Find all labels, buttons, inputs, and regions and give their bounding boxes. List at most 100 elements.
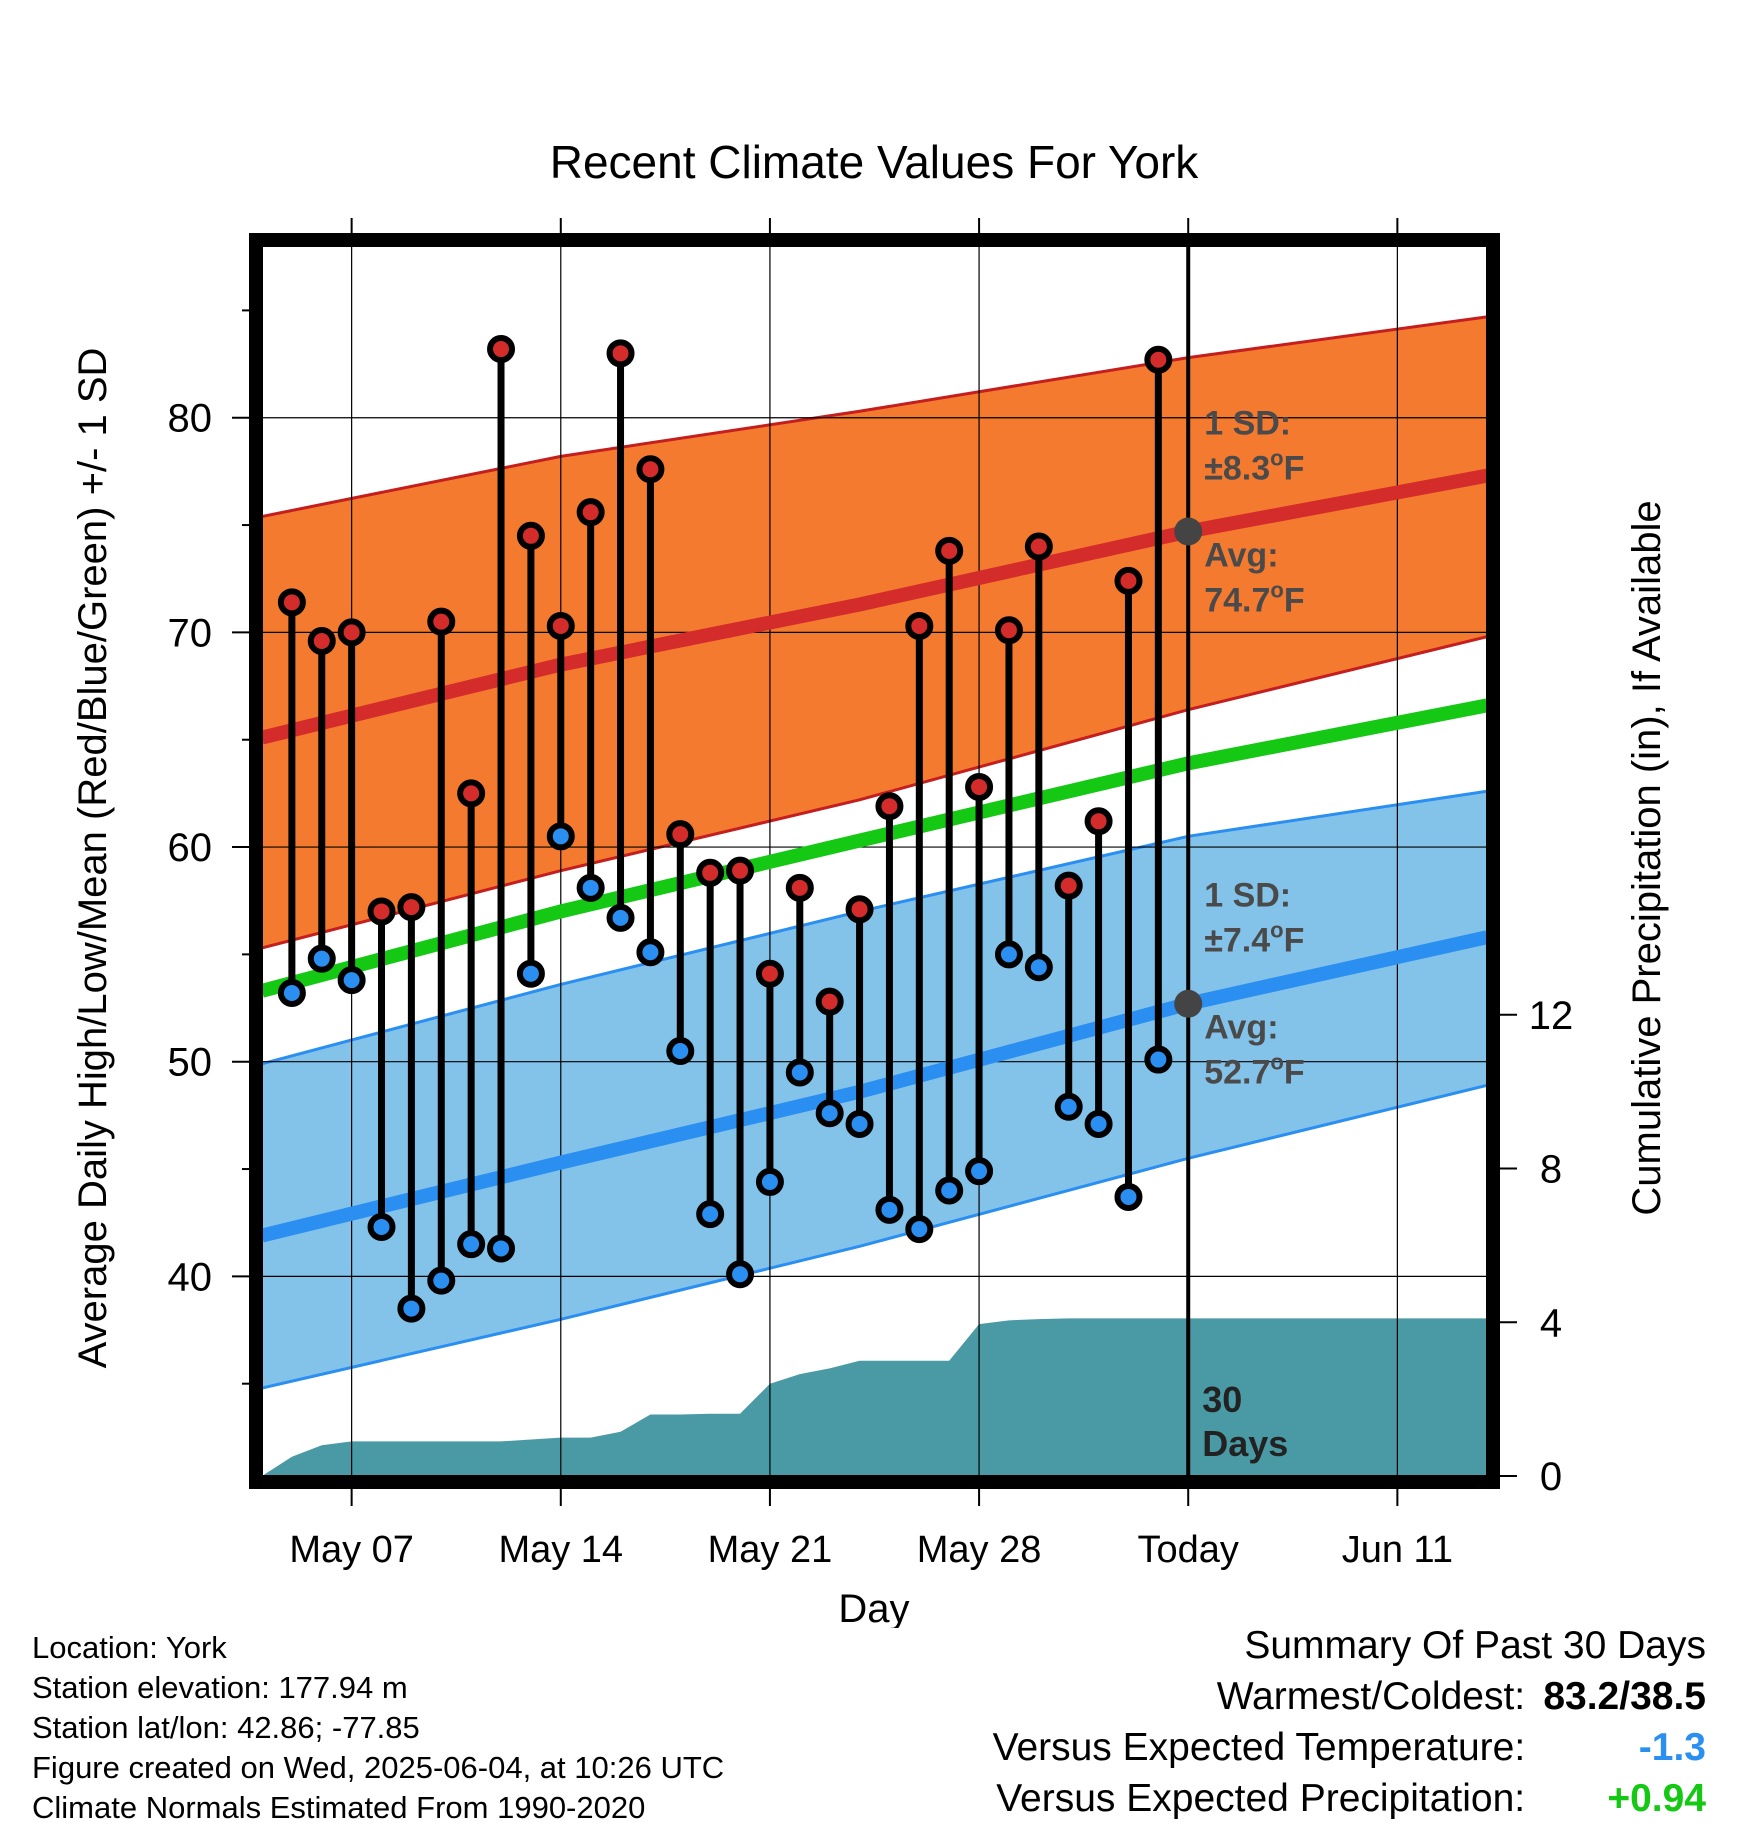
y2-tick-label: 8: [1540, 1148, 1562, 1192]
daily-low-point: [815, 1099, 844, 1128]
climate-chart: Recent Climate Values For York 1 SD:±8.3…: [71, 136, 1669, 1628]
plot-inner: [262, 246, 1487, 1476]
summary-panel: Summary Of Past 30 Days Warmest/Coldest:…: [993, 1620, 1706, 1824]
daily-high-point: [965, 772, 994, 801]
daily-high-point: [785, 873, 814, 902]
high-avg-value: 74.7oF: [1204, 577, 1304, 619]
daily-low-point: [696, 1200, 725, 1229]
daily-low-point: [1024, 953, 1053, 982]
x-tick-label: Jun 11: [1342, 1529, 1453, 1571]
x-tick-label: May 07: [289, 1529, 414, 1571]
daily-high-point: [367, 897, 396, 926]
high-lower-line: [262, 635, 1487, 950]
low-sd-label: 1 SD:: [1204, 877, 1291, 915]
y-tick-label: 80: [168, 397, 213, 441]
x-tick-label: May 28: [917, 1529, 1042, 1571]
station-info: Location: York Station elevation: 177.94…: [32, 1628, 724, 1828]
low-avg-marker: [1174, 989, 1203, 1018]
y-tick-label: 40: [168, 1255, 213, 1299]
daily-high-point: [994, 616, 1023, 645]
temp-row: Versus Expected Temperature: -1.3: [993, 1722, 1706, 1773]
daily-high-point: [905, 611, 934, 640]
y-tick-label: 60: [168, 826, 213, 870]
y2-tick-label: 12: [1529, 994, 1574, 1038]
daily-low-point: [606, 903, 635, 932]
precip-area: [262, 1318, 1487, 1476]
low-sd-value: ±7.4oF: [1204, 918, 1304, 960]
y-tick-label: 70: [168, 611, 213, 655]
daily-low-point: [636, 938, 665, 967]
daily-high-point: [337, 618, 366, 647]
daily-low-point: [994, 940, 1023, 969]
high-sd-label: 1 SD:: [1204, 404, 1291, 442]
daily-low-point: [905, 1215, 934, 1244]
daily-low-point: [785, 1058, 814, 1087]
daily-high-point: [427, 607, 456, 636]
today-window-label: 30: [1202, 1379, 1242, 1420]
daily-high-point: [815, 987, 844, 1016]
daily-low-point: [427, 1266, 456, 1295]
daily-high-point: [606, 339, 635, 368]
warm-cold-label: Warmest/Coldest:: [1216, 1675, 1526, 1718]
daily-high-point: [397, 893, 426, 922]
daily-low-point: [726, 1260, 755, 1289]
daily-low-point: [307, 944, 336, 973]
daily-low-point: [1144, 1045, 1173, 1074]
daily-low-point: [845, 1109, 874, 1138]
daily-high-point: [457, 779, 486, 808]
daily-high-point: [1024, 532, 1053, 561]
daily-high-point: [307, 626, 336, 655]
low-avg-label: Avg:: [1204, 1009, 1278, 1047]
daily-high-point: [576, 498, 605, 527]
daily-low-point: [367, 1212, 396, 1241]
daily-low-point: [576, 873, 605, 902]
daily-low-point: [277, 979, 306, 1008]
daily-high-point: [1054, 871, 1083, 900]
daily-low-point: [935, 1176, 964, 1205]
daily-high-point: [935, 536, 964, 565]
precip-value: +0.94: [1607, 1777, 1706, 1820]
summary-title: Summary Of Past 30 Days: [1244, 1624, 1706, 1667]
chart-title: Recent Climate Values For York: [550, 136, 1200, 188]
daily-high-point: [875, 792, 904, 821]
high-upper-line: [262, 315, 1487, 518]
high-avg-label: Avg:: [1204, 536, 1278, 574]
x-tick-label: May 21: [708, 1529, 833, 1571]
daily-high-point: [726, 856, 755, 885]
daily-high-point: [487, 335, 516, 364]
daily-low-point: [397, 1294, 426, 1323]
daily-high-point: [755, 959, 784, 988]
daily-high-point: [1144, 345, 1173, 374]
daily-high-point: [636, 455, 665, 484]
high-sd-value: ±8.3oF: [1204, 445, 1304, 487]
precip-row: Versus Expected Precipitation: +0.94: [993, 1773, 1706, 1824]
temp-value: -1.3: [1638, 1726, 1706, 1769]
x-tick-label: May 14: [498, 1529, 623, 1571]
x-tick-label: Today: [1138, 1529, 1239, 1571]
daily-low-point: [755, 1167, 784, 1196]
y-axis-label: Average Daily High/Low/Mean (Red/Blue/Gr…: [71, 348, 115, 1369]
daily-high-point: [845, 895, 874, 924]
precip-label: Versus Expected Precipitation:: [996, 1777, 1526, 1820]
plot-frame: [249, 233, 1500, 1489]
y2-axis-label: Cumulative Precipitation (in), If Availa…: [1625, 500, 1669, 1215]
daily-low-point: [457, 1230, 486, 1259]
mean-avg-line: [262, 698, 1487, 998]
warm-cold-value: 83.2/38.5: [1543, 1675, 1706, 1718]
daily-low-point: [875, 1195, 904, 1224]
low-avg-value: 52.7oF: [1204, 1050, 1304, 1092]
today-window-label: Days: [1202, 1423, 1288, 1464]
daily-low-point: [546, 822, 575, 851]
temp-label: Versus Expected Temperature:: [992, 1726, 1526, 1769]
daily-low-point: [965, 1157, 994, 1186]
daily-low-point: [337, 966, 366, 995]
daily-low-point: [666, 1036, 695, 1065]
daily-high-point: [546, 611, 575, 640]
daily-low-point: [1084, 1109, 1113, 1138]
daily-high-point: [1114, 566, 1143, 595]
daily-high-point: [666, 820, 695, 849]
y2-tick-label: 4: [1540, 1301, 1562, 1345]
latlon-text: Station lat/lon: 42.86; -77.85: [32, 1710, 420, 1745]
daily-high-point: [696, 858, 725, 887]
